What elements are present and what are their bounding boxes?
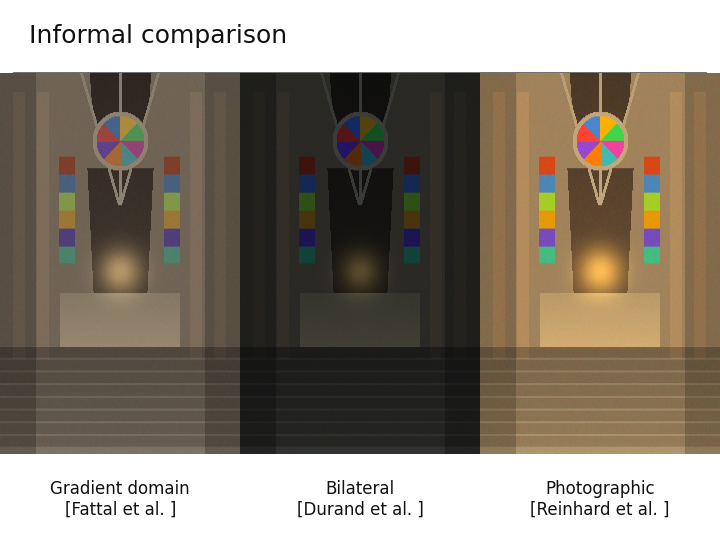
Text: Bilateral
[Durand et al. ]: Bilateral [Durand et al. ] [297,480,423,519]
Text: Photographic
[Reinhard et al. ]: Photographic [Reinhard et al. ] [530,480,670,519]
Text: Gradient domain
[Fattal et al. ]: Gradient domain [Fattal et al. ] [50,480,190,519]
Text: Informal comparison: Informal comparison [29,24,287,48]
